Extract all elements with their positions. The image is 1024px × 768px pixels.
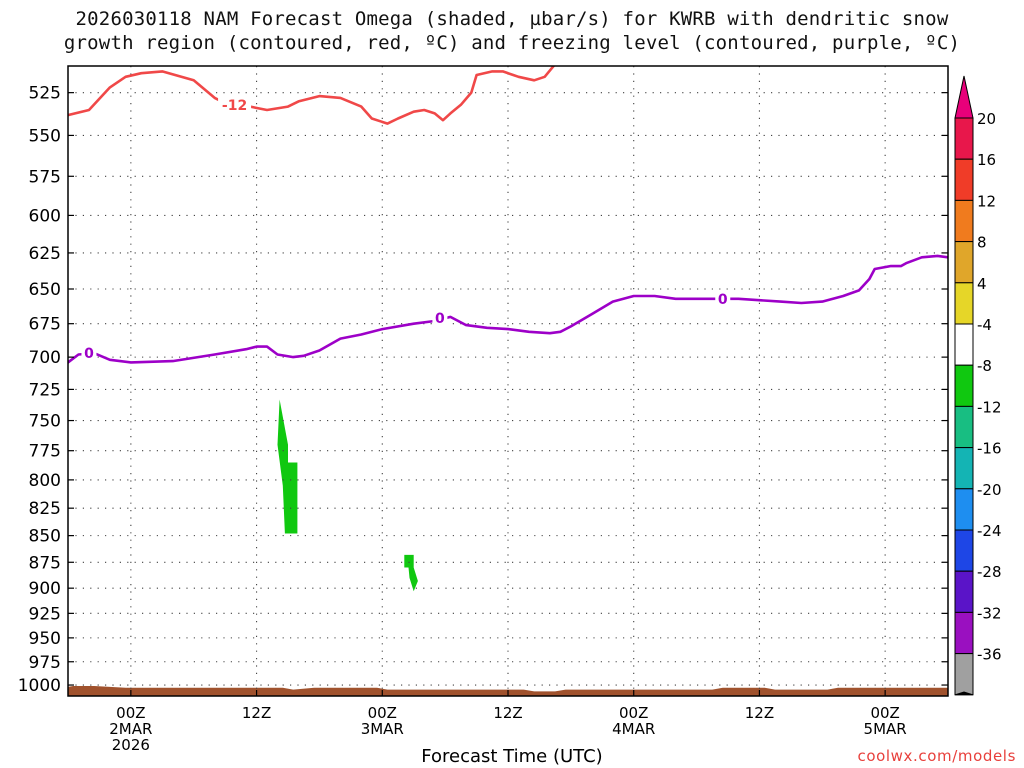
colorbar-label-5: -4 [977, 316, 992, 334]
contour-label-layer: -12 0 0 0 [81, 96, 731, 362]
y-tick-label-700: 700 [29, 348, 61, 368]
y-tick-label-750: 750 [29, 412, 61, 432]
grid-layer [68, 66, 948, 696]
colorbar-label-11: -28 [977, 563, 1002, 581]
colorbar-swatch-4 [954, 282, 974, 325]
x-tick-label-1-0: 12Z [242, 704, 271, 722]
y-tick-label-850: 850 [29, 527, 61, 547]
colorbar-label-3: 8 [977, 234, 987, 252]
y-tick-label-975: 975 [29, 653, 61, 673]
y-tick-label-775: 775 [29, 442, 61, 462]
y-tick-label-675: 675 [29, 315, 61, 335]
contour-label-bg-1 [81, 345, 97, 362]
colorbar-label-2: 12 [977, 192, 996, 210]
y-tick-label-1000: 1000 [18, 676, 61, 696]
colorbar-label-12: -32 [977, 604, 1002, 622]
colorbar-swatch-11 [954, 570, 974, 613]
x-axis-label: Forecast Time (UTC) [421, 746, 603, 767]
colorbar-swatch-7 [954, 405, 974, 449]
y-tick-label-550: 550 [29, 126, 61, 146]
contour-layer [68, 66, 948, 364]
colorbar-swatch-2 [954, 199, 974, 243]
x-tick-label-2-0: 00Z [368, 704, 397, 722]
colorbar-bottom-arrow [954, 691, 974, 696]
y-tick-label-600: 600 [29, 206, 61, 226]
y-tick-label-625: 625 [29, 244, 61, 264]
credit-text: coolwx.com/models [857, 747, 1016, 765]
colorbar-label-13: -36 [977, 646, 1002, 664]
x-tick-label-6-0: 00Z [870, 704, 899, 722]
colorbar-swatch-8 [954, 447, 974, 490]
x-tick-label-0-0: 00Z [116, 704, 145, 722]
x-tick-label-0-1: 2MAR [109, 720, 152, 738]
chart-title-line-1: 2026030118 NAM Forecast Omega (shaded, µ… [75, 8, 949, 30]
colorbar-swatch-3 [954, 241, 974, 284]
y-tick-label-925: 925 [29, 604, 61, 624]
colorbar-top-arrow [954, 75, 974, 119]
y-axis: 525 550 575 600 625 650 675 700 725 750 775 800 825 8… [18, 84, 948, 696]
colorbar-label-8: -16 [977, 440, 1002, 458]
y-tick-label-825: 825 [29, 499, 61, 519]
colorbar-swatch-12 [954, 611, 974, 655]
omega-shading-layer [277, 399, 418, 592]
colorbar-swatch-6 [954, 364, 974, 407]
y-tick-label-525: 525 [29, 84, 61, 104]
x-tick-label-0-2: 2026 [112, 736, 150, 754]
contour-label-bg-2 [432, 310, 448, 327]
colorbar-label-1: 16 [977, 151, 996, 169]
colorbar-swatch-0 [954, 117, 974, 160]
colorbar-label-9: -20 [977, 481, 1002, 499]
y-tick-label-725: 725 [29, 380, 61, 400]
contour-line-0 [68, 254, 948, 364]
y-tick-label-950: 950 [29, 629, 61, 649]
colorbar-swatch-13 [954, 653, 974, 696]
contour-label-2: 0 [435, 311, 445, 327]
contour-line-m12 [68, 66, 556, 125]
colorbar-swatch-10 [954, 529, 974, 572]
plot-frame [67, 65, 949, 697]
colorbar-label-7: -12 [977, 398, 1002, 416]
contour-label-3: 0 [718, 292, 728, 308]
upward-motion-region-1 [277, 399, 298, 534]
x-tick-label-5-0: 12Z [745, 704, 774, 722]
colorbar-swatch-9 [954, 488, 974, 531]
contour-label-bg-0 [218, 96, 252, 113]
upward-motion-region-2 [404, 554, 418, 592]
colorbar-swatch-5 [954, 323, 974, 366]
colorbar: 20 16 12 8 4 -4 -8 -12 -16 -20 -24 -28 -32 -36 [954, 75, 1002, 696]
colorbar-label-4: 4 [977, 275, 987, 293]
x-tick-label-4-0: 00Z [619, 704, 648, 722]
y-tick-label-650: 650 [29, 280, 61, 300]
chart-title-line-2: growth region (contoured, red, ºC) and f… [63, 32, 961, 54]
y-tick-label-900: 900 [29, 579, 61, 599]
y-tick-label-800: 800 [29, 471, 61, 491]
x-tick-label-2-1: 3MAR [361, 720, 404, 738]
contour-label-0: -12 [222, 98, 247, 114]
colorbar-label-10: -24 [977, 522, 1002, 540]
y-tick-label-575: 575 [29, 167, 61, 187]
y-tick-label-875: 875 [29, 553, 61, 573]
contour-label-bg-3 [715, 290, 731, 307]
x-tick-label-6-1: 5MAR [864, 720, 907, 738]
x-tick-label-4-1: 4MAR [612, 720, 655, 738]
contour-label-1: 0 [84, 346, 94, 362]
colorbar-label-0: 20 [977, 110, 996, 128]
colorbar-label-6: -8 [977, 357, 992, 375]
x-tick-label-3-0: 12Z [493, 704, 522, 722]
colorbar-swatch-1 [954, 158, 974, 201]
